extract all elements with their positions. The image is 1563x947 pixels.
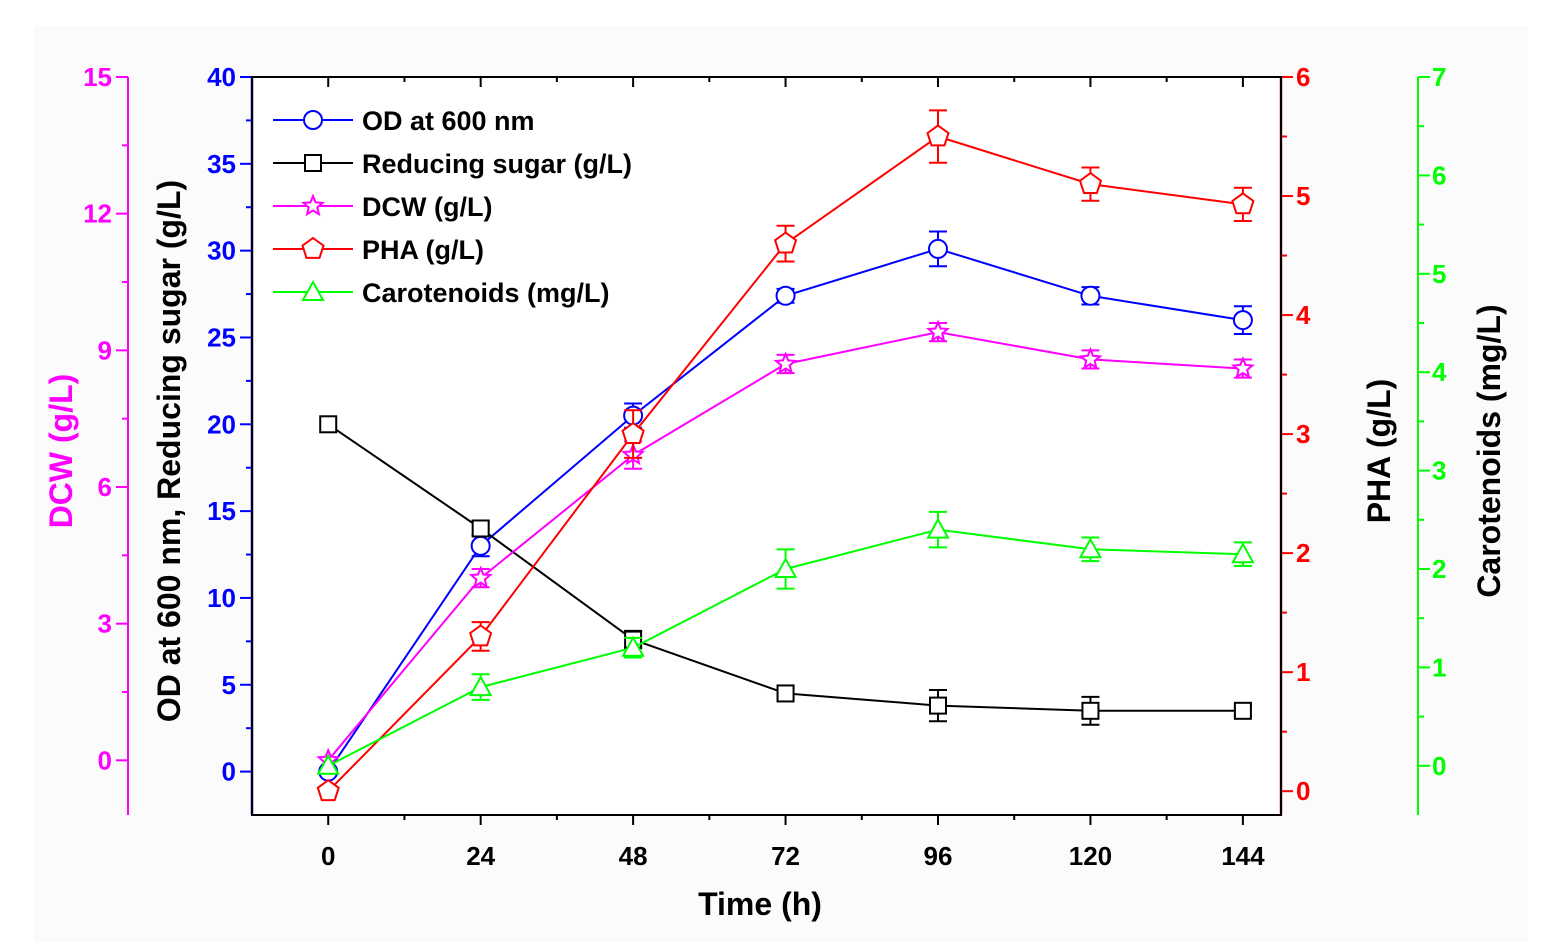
car-tick-label: 4	[1432, 357, 1447, 387]
data-point	[773, 351, 798, 375]
data-point	[1231, 542, 1255, 564]
x-tick-label: 96	[924, 841, 953, 871]
data-point	[1081, 701, 1100, 720]
data-point	[1078, 171, 1103, 194]
legend-marker	[301, 279, 325, 301]
data-point	[1080, 285, 1101, 306]
plot-frame	[251, 76, 1282, 816]
data-point	[1078, 346, 1103, 370]
x-tick-label: 120	[1069, 841, 1112, 871]
x-tick-label: 0	[321, 841, 335, 871]
data-point	[468, 565, 493, 589]
legend-item-dcw-g-l: DCW (g/L)	[273, 192, 492, 222]
data-point	[775, 285, 796, 306]
data-point	[316, 778, 340, 802]
data-point	[926, 517, 950, 539]
data-point	[471, 519, 490, 538]
legend: OD at 600 nm Reducing sugar (g/L) DCW (g/L…	[273, 106, 632, 308]
dcw-tick-label: 12	[83, 199, 112, 229]
data-point	[773, 556, 798, 578]
left-axis-title: OD at 600 nm, Reducing sugar (g/L)	[151, 180, 187, 722]
left-tick-label: 0	[222, 757, 236, 787]
car-tick-label: 3	[1432, 456, 1446, 486]
car-tick-label: 2	[1432, 554, 1446, 584]
left-tick-label: 35	[207, 149, 236, 179]
x-tick-label: 144	[1221, 841, 1265, 871]
dcw-tick-label: 3	[98, 609, 112, 639]
car-tick-label: 5	[1432, 259, 1446, 289]
legend-item-od-at-600-nm: OD at 600 nm	[273, 106, 535, 136]
pha-axis-title: PHA (g/L)	[1361, 379, 1397, 524]
pha-tick-label: 6	[1296, 62, 1310, 92]
data-point	[316, 753, 340, 775]
left-tick-label: 5	[222, 670, 236, 700]
data-point	[926, 124, 950, 147]
dcw-tick-label: 9	[98, 335, 112, 365]
left-tick-label: 40	[207, 62, 236, 92]
dcw-tick-label: 15	[83, 62, 112, 92]
pha-tick-label: 2	[1296, 538, 1310, 568]
data-point	[928, 238, 948, 259]
legend-item-pha-g-l: PHA (g/L)	[273, 235, 484, 265]
legend-item-reducing-sugar-g-l: Reducing sugar (g/L)	[273, 149, 632, 179]
legend-label: DCW (g/L)	[362, 192, 492, 222]
x-tick-label: 24	[466, 841, 495, 871]
data-point	[469, 624, 493, 647]
left-tick-label: 25	[207, 322, 236, 352]
pha-tick-label: 5	[1296, 181, 1310, 211]
plot-area	[252, 77, 1281, 815]
pha-tick-label: 0	[1296, 776, 1310, 806]
pha-tick-label: 4	[1296, 300, 1311, 330]
left-tick-label: 20	[207, 409, 236, 439]
data-point	[621, 635, 645, 657]
x-tick-label: 72	[771, 841, 800, 871]
dcw-tick-label: 0	[98, 745, 112, 775]
data-point	[929, 696, 947, 715]
legend-label: PHA (g/L)	[362, 235, 484, 265]
left-tick-label: 10	[207, 583, 236, 613]
legend-label: Reducing sugar (g/L)	[362, 149, 632, 179]
legend-item-carotenoids-mg-l: Carotenoids (mg/L)	[273, 278, 610, 308]
legend-label: OD at 600 nm	[362, 106, 535, 136]
data-point	[1231, 192, 1255, 215]
left-tick-label: 15	[207, 496, 236, 526]
legend-marker	[304, 154, 322, 172]
series-dcw-g-l	[316, 319, 1255, 771]
car-tick-label: 6	[1432, 160, 1446, 190]
legend-marker	[301, 236, 325, 259]
car-tick-label: 7	[1432, 62, 1446, 92]
legend-marker	[301, 193, 325, 217]
dcw-tick-label: 6	[98, 472, 112, 502]
series-od-at-600-nm	[318, 230, 1253, 782]
series-pha-g-l	[316, 109, 1255, 802]
dcw-axis-title: DCW (g/L)	[43, 374, 79, 529]
data-point	[776, 684, 795, 703]
legend-label: Carotenoids (mg/L)	[362, 278, 610, 308]
left-tick-label: 30	[207, 236, 236, 266]
data-point	[1233, 701, 1252, 720]
data-point	[773, 231, 798, 254]
car-tick-label: 0	[1432, 751, 1446, 781]
car-axis-title: Carotenoids (mg/L)	[1471, 304, 1507, 597]
data-point	[621, 421, 645, 444]
data-point	[469, 675, 493, 697]
data-point	[470, 535, 491, 556]
data-point	[1232, 310, 1253, 331]
x-tick-label: 48	[619, 841, 648, 871]
legend-marker	[303, 110, 323, 130]
pha-tick-label: 1	[1296, 657, 1310, 687]
series-reducing-sugar-g-l	[319, 415, 1252, 726]
pha-tick-label: 3	[1296, 419, 1310, 449]
data-point	[1078, 537, 1103, 559]
data-point	[1230, 356, 1255, 379]
data-point	[926, 319, 950, 343]
x-axis-title: Time (h)	[698, 886, 822, 922]
series-carotenoids-mg-l	[316, 510, 1255, 775]
data-point	[319, 415, 338, 434]
car-tick-label: 1	[1432, 652, 1446, 682]
